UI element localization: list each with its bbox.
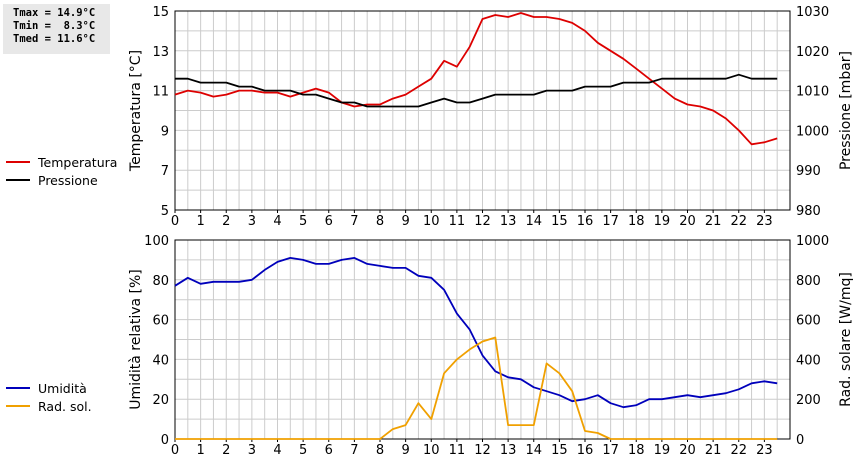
x-tick-label: 0 — [171, 214, 179, 229]
y-left-tick-label: 60 — [152, 314, 169, 329]
legend-item-humidity: Umidità — [6, 379, 92, 397]
x-tick-label: 17 — [602, 443, 619, 458]
y-left-axis-title: Temperatura [°C] — [128, 50, 144, 172]
x-tick-label: 23 — [756, 443, 773, 458]
y-right-axis-title: Pressione [mbar] — [838, 51, 854, 170]
series-line-rad-sol — [175, 336, 778, 440]
y-left-tick-label: 20 — [152, 393, 169, 408]
legend-top: Temperatura Pressione — [6, 153, 117, 189]
y-left-tick-label: 9 — [161, 124, 169, 139]
x-tick-label: 7 — [350, 443, 358, 458]
x-tick-label: 20 — [679, 214, 696, 229]
x-tick-label: 4 — [273, 214, 281, 229]
legend-swatch-humidity — [6, 387, 30, 389]
tmed-text: Tmed = 11.6°C — [13, 33, 96, 45]
x-tick-label: 17 — [602, 214, 619, 229]
x-tick-label: 10 — [423, 443, 440, 458]
y-left-tick-label: 15 — [152, 5, 169, 20]
x-tick-label: 13 — [500, 443, 517, 458]
y-right-axis-title: Rad. solare [W/mq] — [838, 272, 854, 407]
x-tick-label: 22 — [730, 443, 747, 458]
legend-swatch-radiation — [6, 405, 30, 407]
y-left-tick-label: 0 — [161, 433, 169, 448]
x-tick-label: 8 — [376, 214, 384, 229]
legend-label-radiation: Rad. sol. — [38, 398, 92, 414]
x-tick-label: 7 — [350, 214, 358, 229]
legend-swatch-pressure — [6, 179, 30, 181]
y-left-tick-label: 13 — [152, 45, 169, 60]
legend-item-temperature: Temperatura — [6, 153, 117, 171]
legend-bottom: Umidità Rad. sol. — [6, 379, 92, 415]
x-tick-label: 20 — [679, 443, 696, 458]
x-tick-label: 9 — [401, 443, 409, 458]
x-tick-label: 21 — [705, 443, 722, 458]
x-tick-label: 13 — [500, 214, 517, 229]
x-tick-label: 12 — [474, 443, 491, 458]
x-tick-label: 15 — [551, 214, 568, 229]
x-tick-label: 2 — [222, 443, 230, 458]
x-tick-label: 6 — [325, 214, 333, 229]
legend-label-pressure: Pressione — [38, 172, 98, 188]
tmax-text: Tmax = 14.9°C — [13, 7, 96, 19]
y-right-tick-label: 0 — [796, 433, 804, 448]
series-line-temperatura — [174, 12, 778, 146]
y-left-tick-label: 80 — [152, 274, 169, 289]
y-right-tick-label: 200 — [796, 393, 821, 408]
legend-item-radiation: Rad. sol. — [6, 397, 92, 415]
series-line-umidit — [174, 256, 778, 409]
legend-item-pressure: Pressione — [6, 171, 117, 189]
x-tick-label: 19 — [654, 214, 671, 229]
y-left-tick-label: 11 — [152, 85, 169, 100]
y-right-tick-label: 1000 — [796, 234, 829, 249]
y-right-tick-label: 1000 — [796, 124, 829, 139]
y-left-tick-label: 100 — [144, 234, 169, 249]
x-tick-label: 23 — [756, 214, 773, 229]
x-tick-label: 2 — [222, 214, 230, 229]
x-tick-label: 22 — [730, 214, 747, 229]
x-tick-label: 14 — [525, 443, 542, 458]
x-tick-label: 4 — [273, 443, 281, 458]
x-tick-label: 3 — [248, 214, 256, 229]
legend-label-humidity: Umidità — [38, 380, 87, 396]
y-right-tick-label: 600 — [796, 314, 821, 329]
x-tick-label: 15 — [551, 443, 568, 458]
x-tick-label: 1 — [196, 214, 204, 229]
x-tick-label: 0 — [171, 443, 179, 458]
y-right-tick-label: 800 — [796, 274, 821, 289]
x-tick-label: 1 — [196, 443, 204, 458]
x-tick-label: 19 — [654, 443, 671, 458]
y-left-axis-title: Umidità relativa [%] — [128, 269, 144, 410]
x-tick-label: 21 — [705, 214, 722, 229]
x-tick-label: 16 — [577, 214, 594, 229]
x-tick-label: 18 — [628, 214, 645, 229]
y-right-tick-label: 1030 — [796, 5, 829, 20]
y-left-tick-label: 7 — [161, 164, 169, 179]
x-tick-label: 11 — [449, 214, 466, 229]
x-tick-label: 8 — [376, 443, 384, 458]
x-tick-label: 16 — [577, 443, 594, 458]
x-tick-label: 5 — [299, 214, 307, 229]
legend-swatch-temperature — [6, 161, 30, 163]
y-right-tick-label: 1020 — [796, 45, 829, 60]
tmin-text: Tmin = 8.3°C — [13, 20, 96, 32]
stats-box: Tmax = 14.9°C Tmin = 8.3°C Tmed = 11.6°C — [3, 4, 110, 54]
x-tick-label: 3 — [248, 443, 256, 458]
y-right-tick-label: 980 — [796, 204, 821, 219]
x-tick-label: 6 — [325, 443, 333, 458]
x-tick-label: 5 — [299, 443, 307, 458]
x-tick-label: 11 — [449, 443, 466, 458]
y-right-tick-label: 1010 — [796, 85, 829, 100]
y-left-tick-label: 5 — [161, 204, 169, 219]
x-tick-label: 18 — [628, 443, 645, 458]
y-left-tick-label: 40 — [152, 353, 169, 368]
series-line-pressione — [175, 73, 778, 108]
legend-label-temperature: Temperatura — [38, 154, 118, 170]
x-tick-label: 10 — [423, 214, 440, 229]
y-right-tick-label: 990 — [796, 164, 821, 179]
x-tick-label: 12 — [474, 214, 491, 229]
x-tick-label: 14 — [525, 214, 542, 229]
y-right-tick-label: 400 — [796, 353, 821, 368]
x-tick-label: 9 — [401, 214, 409, 229]
